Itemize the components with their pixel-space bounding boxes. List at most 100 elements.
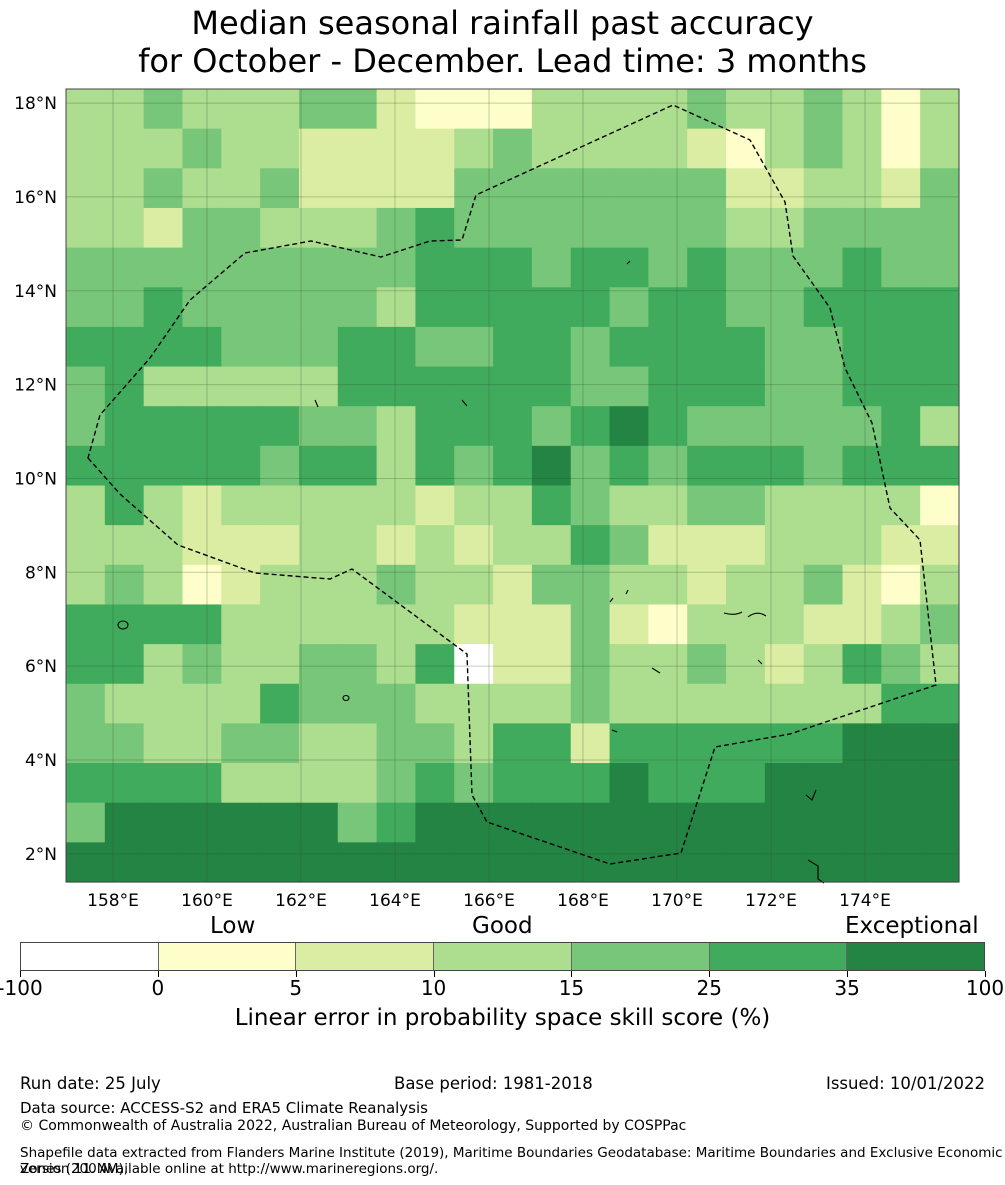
grid-cell bbox=[920, 445, 960, 487]
grid-cell bbox=[493, 723, 533, 764]
grid-cell bbox=[803, 406, 844, 447]
island bbox=[117, 620, 129, 630]
colorbar-tick-label: -100 bbox=[0, 976, 43, 1000]
grid-cell bbox=[66, 168, 106, 209]
grid-cell bbox=[764, 207, 805, 249]
grid-cell bbox=[764, 485, 805, 526]
grid-cell bbox=[687, 802, 727, 843]
grid-cell bbox=[842, 802, 882, 843]
lon-tick-label: 170°E bbox=[651, 891, 703, 910]
grid-cell bbox=[803, 207, 844, 249]
grid-cell bbox=[221, 326, 261, 368]
grid-cell bbox=[881, 247, 921, 288]
grid-cell bbox=[298, 644, 339, 685]
grid-cell bbox=[415, 445, 455, 487]
grid-cell bbox=[842, 247, 882, 288]
grid-cell bbox=[376, 564, 417, 606]
grid-cell bbox=[570, 723, 611, 764]
grid-cell bbox=[454, 564, 494, 606]
grid-cell bbox=[881, 644, 921, 685]
grid-cell bbox=[260, 128, 300, 169]
grid-cell bbox=[764, 406, 805, 447]
grid-cell bbox=[337, 89, 378, 130]
grid-cell bbox=[687, 287, 727, 328]
grid-cell bbox=[842, 207, 882, 249]
grid-cell bbox=[182, 128, 222, 169]
grid-cell bbox=[687, 683, 727, 724]
grid-cell bbox=[376, 485, 417, 526]
grid-cell bbox=[803, 564, 844, 606]
grid-cell bbox=[920, 604, 960, 645]
grid-cell bbox=[764, 802, 805, 843]
grid-cell bbox=[726, 89, 766, 130]
grid-cell bbox=[376, 247, 417, 288]
grid-cell bbox=[221, 207, 261, 249]
grid-cell bbox=[609, 326, 649, 368]
grid-cell bbox=[66, 406, 106, 447]
grid-cell bbox=[881, 287, 921, 328]
grid-cell bbox=[764, 525, 805, 566]
grid-cell bbox=[454, 723, 494, 764]
grid-cell bbox=[454, 128, 494, 169]
grid-cell bbox=[454, 168, 494, 209]
grid-cell bbox=[609, 128, 649, 169]
grid-cell bbox=[609, 564, 649, 606]
grid-cell bbox=[66, 128, 106, 169]
grid-cell bbox=[609, 207, 649, 249]
category-good-label: Good bbox=[472, 913, 533, 939]
grid-cell bbox=[376, 207, 417, 249]
grid-cell bbox=[66, 802, 106, 843]
grid-cell bbox=[609, 247, 649, 288]
grid-cell bbox=[609, 525, 649, 566]
grid-cell bbox=[143, 644, 184, 685]
grid-cell bbox=[182, 326, 222, 368]
grid-cell bbox=[687, 485, 727, 526]
grid-cell bbox=[298, 485, 339, 526]
grid-cell bbox=[260, 207, 300, 249]
grid-cell bbox=[531, 89, 572, 130]
grid-cell bbox=[881, 366, 921, 407]
category-low-label: Low bbox=[210, 913, 256, 939]
grid-cell bbox=[415, 485, 455, 526]
lon-tick-label: 168°E bbox=[557, 891, 609, 910]
grid-cell bbox=[687, 604, 727, 645]
grid-cell bbox=[570, 406, 611, 447]
grid-cell bbox=[531, 366, 572, 407]
grid-cell bbox=[298, 763, 339, 804]
grid-cell bbox=[493, 802, 533, 843]
colorbar-segment bbox=[21, 943, 159, 970]
grid-cell bbox=[221, 445, 261, 487]
colorbar-segment bbox=[709, 943, 848, 970]
grid-cell bbox=[842, 89, 882, 130]
grid-cell bbox=[648, 406, 688, 447]
island bbox=[314, 399, 319, 408]
grid-cell bbox=[726, 207, 766, 249]
grid-cell bbox=[920, 644, 960, 685]
grid-cell bbox=[66, 485, 106, 526]
grid-cell bbox=[260, 644, 300, 685]
colorbar-segment bbox=[158, 943, 297, 970]
grid-cell bbox=[298, 247, 339, 288]
grid-cell bbox=[337, 128, 378, 169]
grid-cell bbox=[920, 485, 960, 526]
grid-cell bbox=[609, 604, 649, 645]
grid-cell bbox=[298, 683, 339, 724]
grid-cell bbox=[182, 168, 222, 209]
grid-cell bbox=[687, 525, 727, 566]
grid-cell bbox=[648, 842, 688, 883]
grid-cell bbox=[920, 525, 960, 566]
grid-cell bbox=[182, 445, 222, 487]
grid-cell bbox=[493, 366, 533, 407]
grid-cell bbox=[531, 247, 572, 288]
grid-cell bbox=[687, 406, 727, 447]
grid-cell bbox=[881, 802, 921, 843]
grid-cell bbox=[803, 802, 844, 843]
grid-cell bbox=[726, 168, 766, 209]
grid-cell bbox=[454, 247, 494, 288]
grid-cell bbox=[842, 445, 882, 487]
grid-cell bbox=[881, 128, 921, 169]
lon-tick-label: 174°E bbox=[839, 891, 891, 910]
grid-cell bbox=[726, 326, 766, 368]
grid-cell bbox=[221, 525, 261, 566]
lon-tick-label: 172°E bbox=[745, 891, 797, 910]
